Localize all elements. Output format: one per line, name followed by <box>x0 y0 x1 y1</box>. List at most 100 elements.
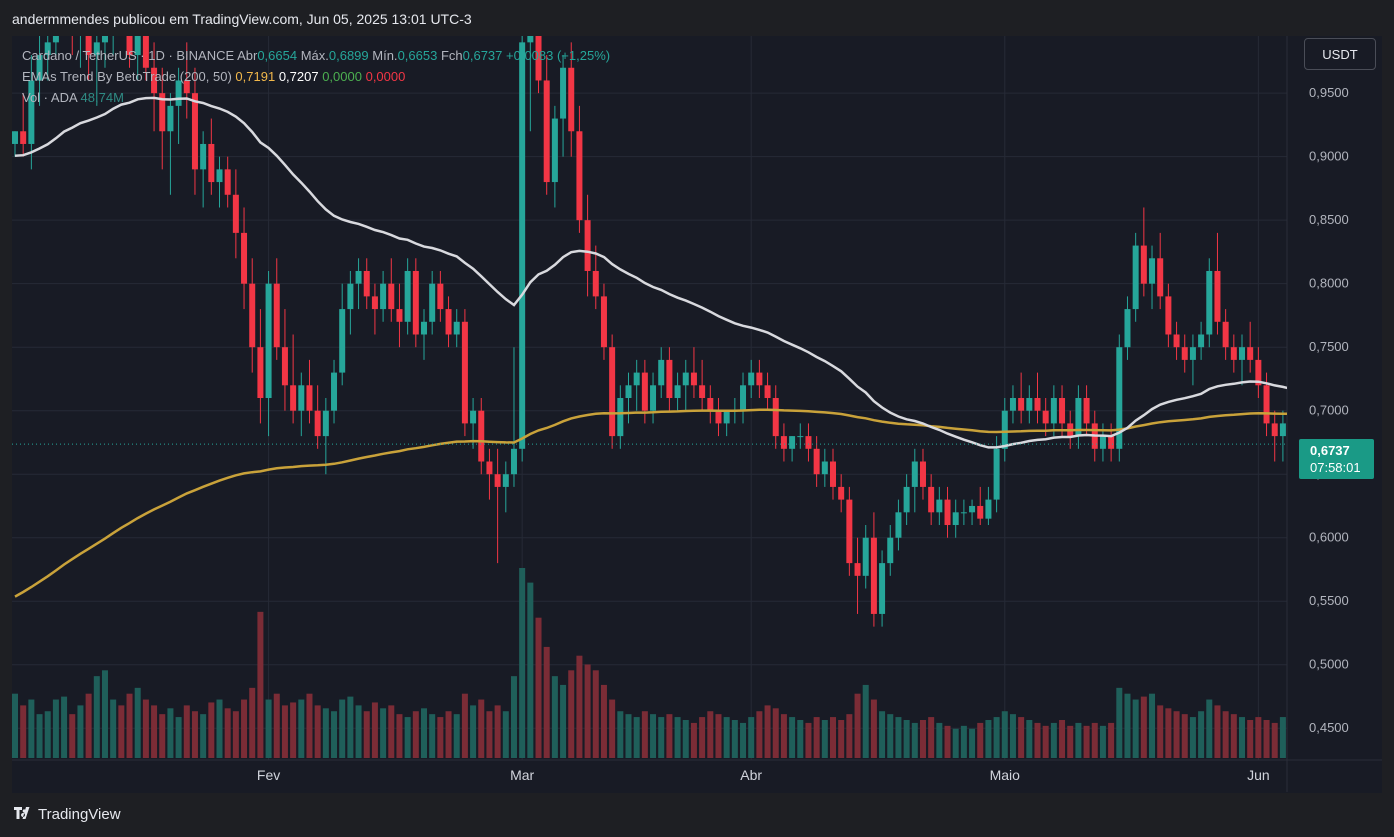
volume-bar <box>764 705 771 758</box>
volume-bar <box>118 705 125 758</box>
volume-bar <box>830 717 836 758</box>
volume-bar <box>36 714 43 758</box>
candle-body <box>69 0 75 30</box>
candle-body <box>1279 423 1286 437</box>
volume-bar <box>584 664 591 758</box>
currency-button[interactable]: USDT <box>1304 38 1376 70</box>
price-tick-label: 0,7500 <box>1309 339 1349 354</box>
candle-body <box>985 499 992 519</box>
volume-bar <box>862 684 869 758</box>
volume-bar <box>453 714 460 758</box>
volume-bar <box>126 693 133 758</box>
price-tick-label: 0,9000 <box>1309 149 1349 164</box>
volume-bar <box>1247 720 1254 758</box>
candle-body <box>363 270 370 297</box>
tradingview-footer[interactable]: TradingView <box>14 806 121 823</box>
volume-bar <box>682 720 689 758</box>
candle-body <box>854 563 861 576</box>
legend-symbol[interactable]: Cardano / TetherUS · 1D · BINANCE <box>22 48 235 63</box>
volume-bar <box>658 717 665 758</box>
candle-body <box>928 486 935 513</box>
volume-bar <box>887 714 894 758</box>
legend-vol-label[interactable]: Vol · ADA <box>22 90 77 105</box>
volume-bar <box>592 670 599 758</box>
candle-body <box>265 283 272 398</box>
candle-body <box>1075 398 1082 437</box>
volume-bar <box>421 708 427 758</box>
volume-bar <box>789 717 796 758</box>
volume-bar <box>780 714 787 758</box>
volume-bar <box>911 722 918 758</box>
legend-ema-v4: 0,0000 <box>365 69 406 84</box>
volume-bar <box>944 725 951 758</box>
volume-bar <box>85 693 92 758</box>
candle-body <box>748 372 755 386</box>
price-tick-label: 0,9500 <box>1309 85 1349 100</box>
volume-bar <box>298 699 305 758</box>
volume-bar <box>993 717 1000 758</box>
candle-body <box>830 461 836 487</box>
volume-bar <box>1108 722 1115 758</box>
ema200-line <box>14 408 1287 598</box>
volume-bar <box>952 728 959 758</box>
candle-body <box>200 143 207 170</box>
volume-bar <box>110 699 117 758</box>
volume-bar <box>470 705 477 758</box>
candle-body <box>1083 398 1090 424</box>
candle-body <box>1189 347 1196 360</box>
volume-bar <box>617 711 624 758</box>
volume-bar <box>699 717 706 758</box>
volume-bar <box>216 699 223 758</box>
volume-bar <box>1042 725 1049 758</box>
price-tick-label: 0,4500 <box>1309 720 1349 735</box>
candle-body <box>478 410 485 462</box>
candle-body <box>1198 334 1205 348</box>
candle-body <box>797 436 804 438</box>
volume-bar <box>412 711 419 758</box>
volume-bar <box>1116 687 1123 758</box>
volume-bar <box>371 702 378 758</box>
candle-body <box>576 131 583 221</box>
candle-body <box>1099 436 1106 449</box>
time-tick-label: Mar <box>510 767 534 783</box>
volume-bar <box>707 711 714 758</box>
volume-bar <box>200 714 207 758</box>
price-axis: 0,95000,90000,85000,80000,75000,70000,65… <box>1309 85 1349 735</box>
candle-body <box>44 42 51 56</box>
candle-body <box>650 385 657 411</box>
volume-bar <box>1157 705 1164 758</box>
candle-body <box>1222 321 1229 348</box>
time-tick-label: Jun <box>1247 767 1270 783</box>
candle-body <box>772 398 779 437</box>
volume-bar <box>560 684 567 758</box>
volume-bar <box>1296 729 1302 758</box>
time-tick-label: Abr <box>740 767 762 783</box>
volume-bar <box>77 705 84 758</box>
candle-body <box>936 499 943 513</box>
candle-body <box>510 448 517 475</box>
chart-area[interactable] <box>12 36 1382 793</box>
last-price-value: 0,6737 <box>1310 443 1350 458</box>
volume-bar <box>576 655 583 758</box>
volume-bar <box>151 705 158 758</box>
candle-body <box>1124 309 1131 348</box>
volume-bar <box>134 687 141 758</box>
volume-bar <box>241 699 248 758</box>
legend-ema-name[interactable]: EMAs Trend By BetoTrade (200, 50) <box>22 69 232 84</box>
volume-bar <box>12 693 18 758</box>
candle-body <box>707 398 714 411</box>
legend-ema-v3: 0,0000 <box>322 69 362 84</box>
volume-bar <box>666 714 673 758</box>
candle-body <box>666 359 673 398</box>
volume-bar <box>1050 722 1057 758</box>
volume-bar <box>756 711 763 758</box>
volume-bar <box>870 699 877 758</box>
volume-bar <box>821 720 828 758</box>
candle-body <box>993 448 1000 500</box>
volume-bar <box>527 582 534 758</box>
legend-ema-row: EMAs Trend By BetoTrade (200, 50) 0,7191… <box>22 66 610 87</box>
volume-bar <box>895 717 902 758</box>
candle-body <box>969 505 976 513</box>
volume-bar <box>846 714 853 758</box>
